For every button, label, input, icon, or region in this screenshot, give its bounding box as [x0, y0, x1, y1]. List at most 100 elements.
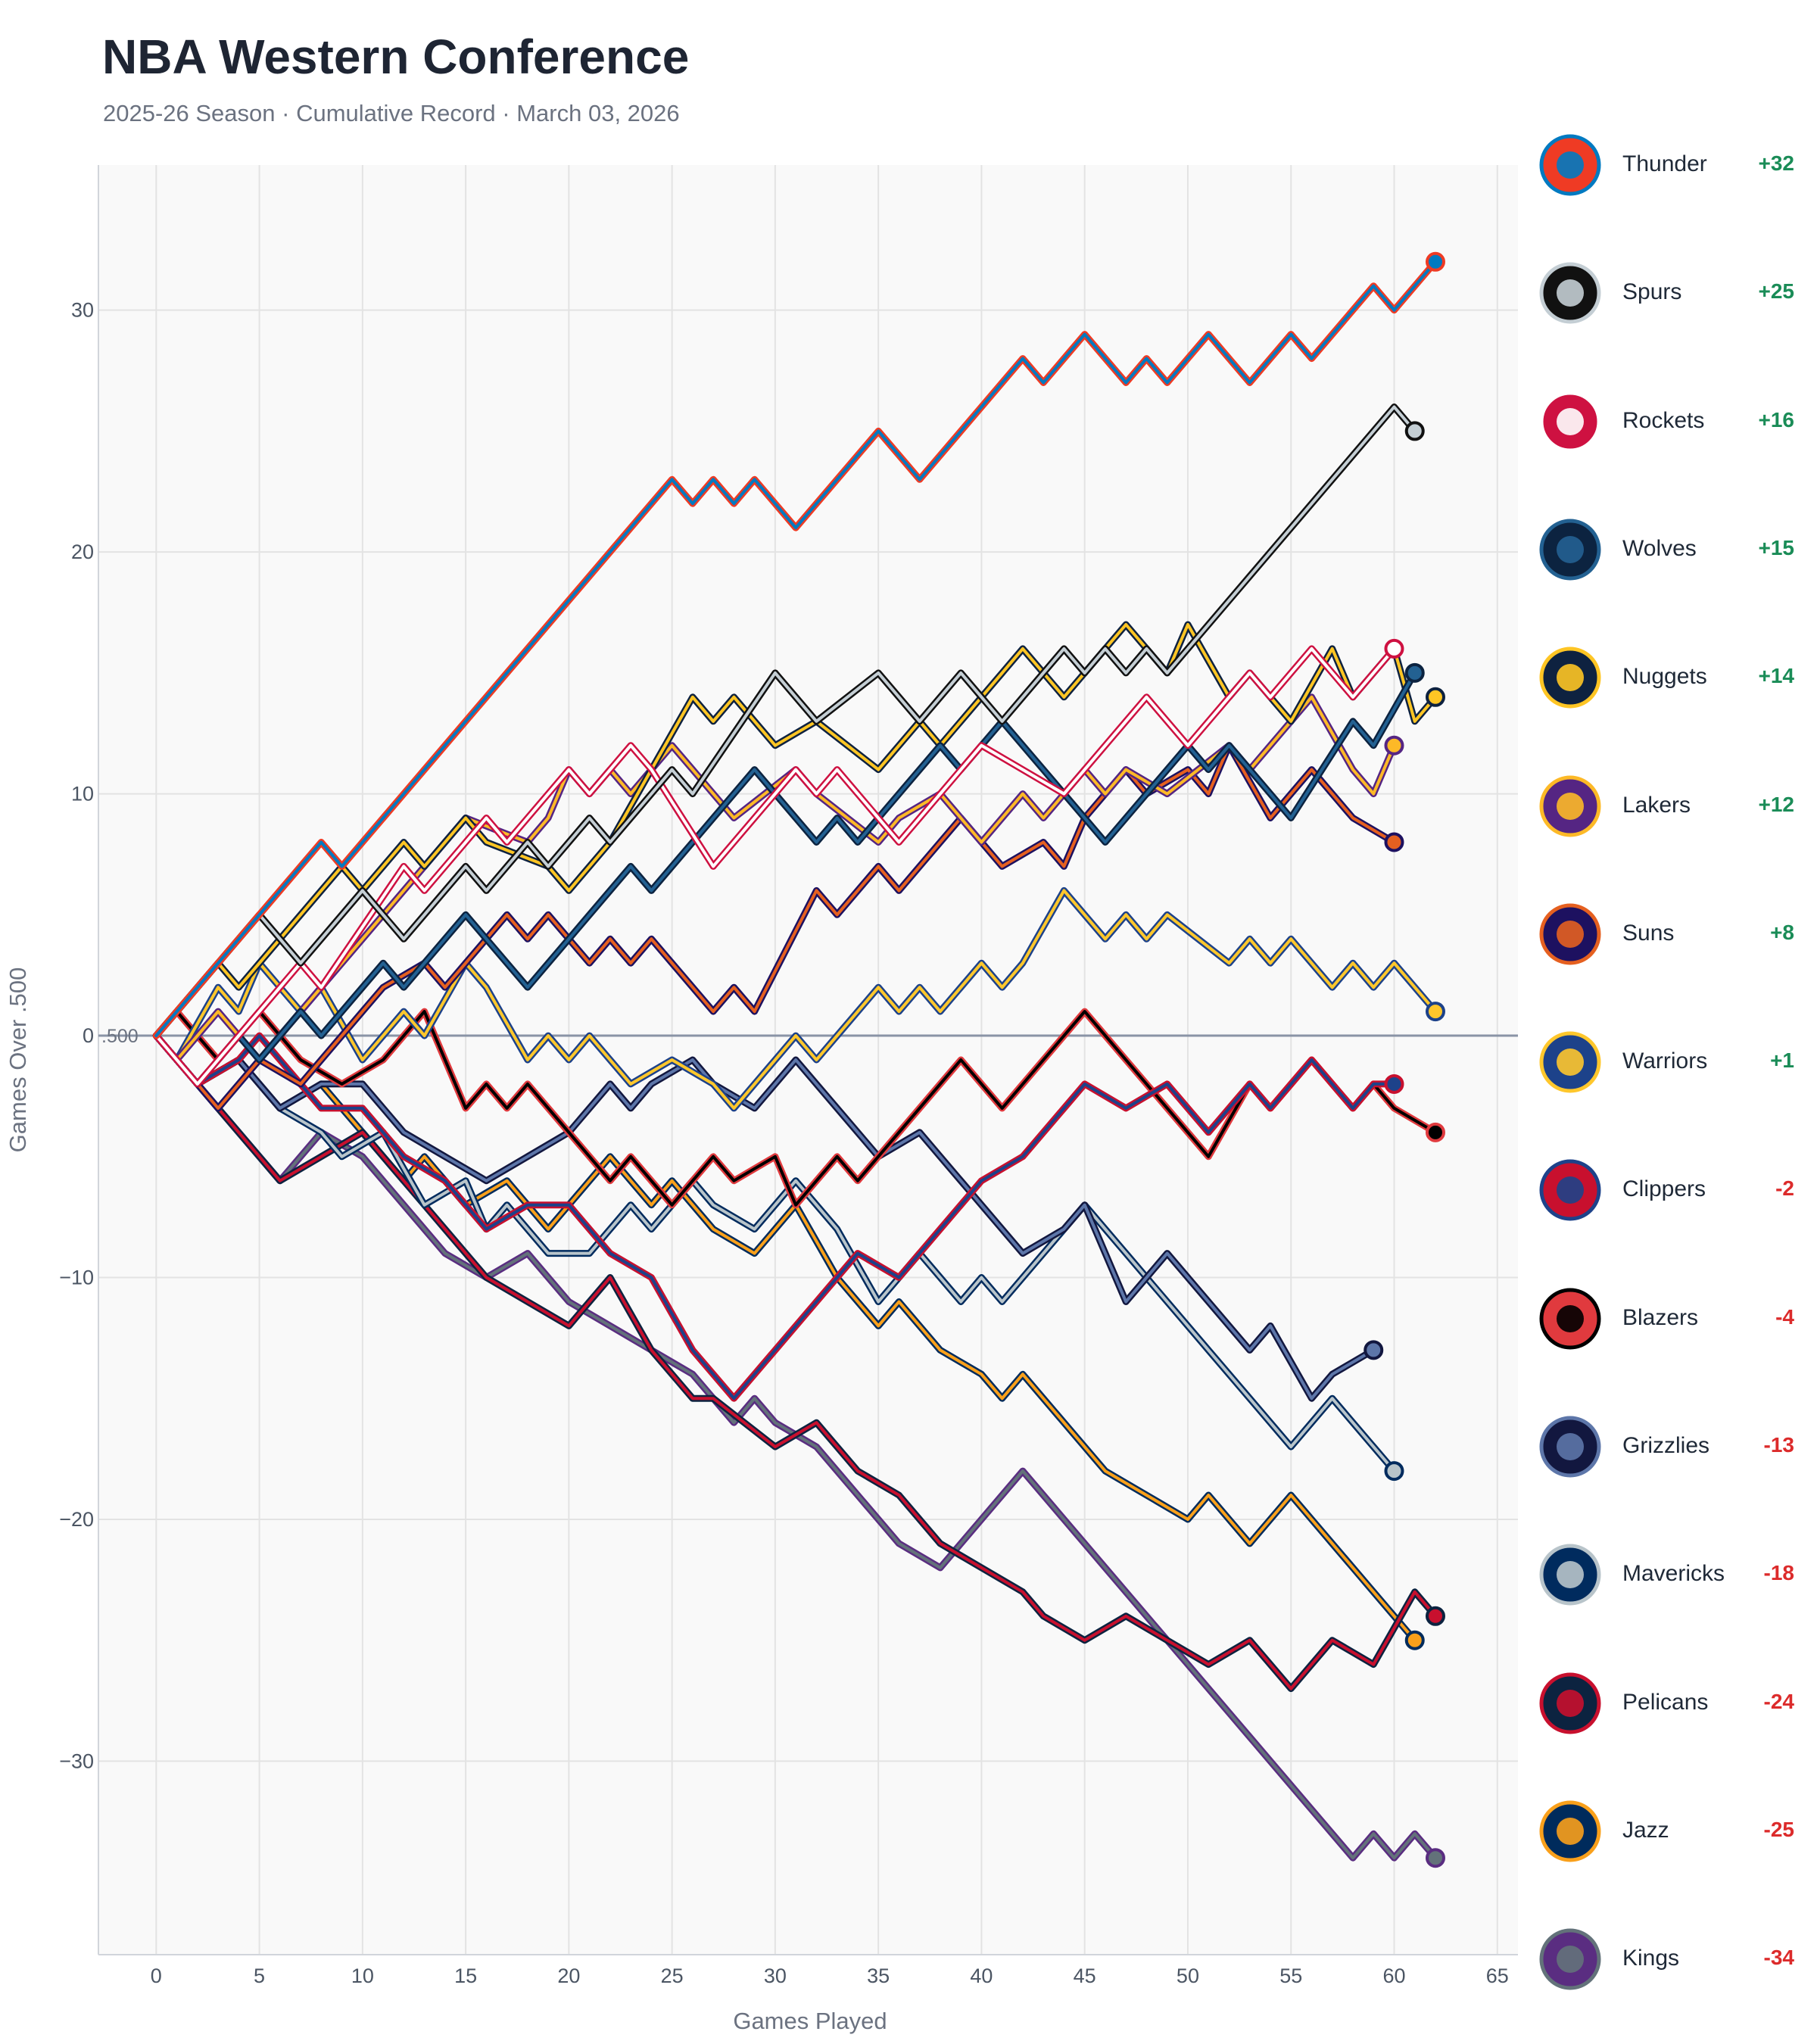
legend-item-thunder[interactable]: Thunder +32	[1537, 129, 1794, 201]
legend-team-name: Rockets	[1622, 407, 1705, 433]
x-tick-label: 35	[867, 1965, 890, 1987]
legend-team-name: Thunder	[1622, 151, 1707, 176]
series-line-inner-grizzlies	[154, 1034, 1376, 1401]
x-tick-label: 15	[454, 1965, 477, 1987]
x-tick-label: 0	[151, 1965, 162, 1987]
y-axis-title: Games Over .500	[5, 967, 31, 1153]
suns-logo-icon	[1539, 903, 1601, 965]
legend-item-clippers[interactable]: Clippers -2	[1537, 1154, 1794, 1226]
legend-item-jazz[interactable]: Jazz -25	[1537, 1795, 1794, 1868]
series-line-inner-clippers	[154, 1034, 1396, 1401]
series-line-inner-wolves	[154, 671, 1417, 1086]
legend-team-name: Nuggets	[1622, 664, 1707, 690]
lakers-logo-icon	[1539, 775, 1601, 837]
series-line-inner-rockets	[154, 647, 1396, 1086]
series-endpoint-clippers	[1384, 1073, 1404, 1094]
legend-team-name: Blazers	[1622, 1304, 1699, 1330]
series-line-inner-thunder	[154, 260, 1437, 1038]
x-tick-label: 20	[557, 1965, 580, 1987]
y-tick-label: −10	[59, 1267, 94, 1289]
legend-item-blazers[interactable]: Blazers -4	[1537, 1282, 1794, 1355]
legend-item-warriors[interactable]: Warriors +1	[1537, 1026, 1794, 1098]
legend-team-name: Lakers	[1622, 792, 1691, 818]
series-line-inner-warriors	[154, 889, 1437, 1110]
legend-games-over-500: +25	[1758, 279, 1795, 304]
legend-item-mavericks[interactable]: Mavericks -18	[1537, 1538, 1794, 1611]
legend-team-name: Jazz	[1622, 1817, 1669, 1843]
legend-games-over-500: +32	[1758, 151, 1795, 175]
legend-team-name: Kings	[1622, 1946, 1680, 1971]
legend-team-name: Spurs	[1622, 279, 1682, 305]
y-tick-label: 30	[71, 299, 94, 322]
series-endpoint-grizzlies	[1364, 1340, 1384, 1360]
series-endpoint-nuggets	[1425, 687, 1445, 707]
legend-item-rockets[interactable]: Rockets +16	[1537, 385, 1794, 458]
series-endpoint-suns	[1384, 832, 1404, 852]
legend-games-over-500: -18	[1763, 1561, 1794, 1585]
y-tick-label: −30	[59, 1750, 94, 1772]
series-line-inner-mavericks	[154, 1034, 1396, 1473]
legend-games-over-500: -34	[1763, 1946, 1794, 1970]
thunder-logo-icon	[1539, 134, 1601, 196]
x-tick-label: 60	[1382, 1965, 1405, 1987]
series-endpoint-lakers	[1384, 735, 1404, 756]
legend-item-kings[interactable]: Kings -34	[1537, 1923, 1794, 1996]
series-line-inner-kings	[154, 1034, 1437, 1860]
y-tick-label: 0	[83, 1024, 94, 1047]
wolves-logo-icon	[1539, 519, 1601, 581]
legend-team-name: Wolves	[1622, 535, 1697, 561]
clippers-logo-icon	[1539, 1159, 1601, 1221]
legend-item-wolves[interactable]: Wolves +15	[1537, 513, 1794, 586]
x-axis-title: Games Played	[733, 2008, 887, 2034]
x-tick-label: 50	[1177, 1965, 1199, 1987]
jazz-logo-icon	[1539, 1800, 1601, 1862]
legend-item-grizzlies[interactable]: Grizzlies -13	[1537, 1410, 1794, 1483]
series-line-inner-blazers	[154, 1010, 1437, 1207]
x-tick-label: 45	[1074, 1965, 1096, 1987]
legend-games-over-500: -13	[1763, 1433, 1794, 1457]
nuggets-logo-icon	[1539, 647, 1601, 709]
series-endpoint-rockets	[1384, 638, 1404, 659]
legend-games-over-500: -2	[1775, 1176, 1794, 1201]
series-endpoint-blazers	[1425, 1122, 1445, 1142]
spurs-logo-icon	[1539, 262, 1601, 324]
series-endpoint-spurs	[1404, 421, 1425, 441]
legend-team-name: Mavericks	[1622, 1561, 1725, 1587]
series-endpoint-jazz	[1404, 1630, 1425, 1650]
warriors-logo-icon	[1539, 1031, 1601, 1093]
pelicans-logo-icon	[1539, 1672, 1601, 1734]
legend-item-suns[interactable]: Suns +8	[1537, 898, 1794, 971]
x-tick-label: 65	[1486, 1965, 1509, 1987]
x-tick-label: 40	[970, 1965, 993, 1987]
series-line-inner-spurs	[154, 405, 1417, 1038]
legend-team-name: Pelicans	[1622, 1689, 1709, 1715]
legend-team-name: Grizzlies	[1622, 1433, 1710, 1458]
series-endpoint-warriors	[1425, 1002, 1445, 1022]
legend-games-over-500: +16	[1758, 407, 1795, 432]
legend-games-over-500: +8	[1770, 920, 1794, 944]
y-tick-label: 10	[71, 783, 94, 805]
mavericks-logo-icon	[1539, 1544, 1601, 1606]
legend-item-lakers[interactable]: Lakers +12	[1537, 770, 1794, 843]
x-tick-label: 55	[1279, 1965, 1302, 1987]
x-tick-label: 25	[661, 1965, 684, 1987]
legend-games-over-500: +1	[1770, 1048, 1794, 1073]
series-endpoint-wolves	[1404, 662, 1425, 683]
legend-item-spurs[interactable]: Spurs +25	[1537, 257, 1794, 329]
x-tick-label: 10	[351, 1965, 374, 1987]
legend-games-over-500: -25	[1763, 1817, 1794, 1841]
rockets-logo-icon	[1539, 391, 1601, 453]
x-tick-label: 5	[254, 1965, 265, 1987]
legend-item-nuggets[interactable]: Nuggets +14	[1537, 641, 1794, 714]
plot-area	[98, 165, 1518, 1955]
legend-games-over-500: +12	[1758, 792, 1795, 816]
legend-item-pelicans[interactable]: Pelicans -24	[1537, 1667, 1794, 1740]
baseline-label: .500	[101, 1026, 139, 1047]
legend-team-name: Warriors	[1622, 1048, 1708, 1074]
blazers-logo-icon	[1539, 1288, 1601, 1350]
legend-games-over-500: +14	[1758, 664, 1795, 688]
series-line-inner-pelicans	[154, 1034, 1437, 1690]
chart-title: NBA Western Conference	[102, 30, 690, 84]
series-line-inner-suns	[154, 743, 1396, 1110]
